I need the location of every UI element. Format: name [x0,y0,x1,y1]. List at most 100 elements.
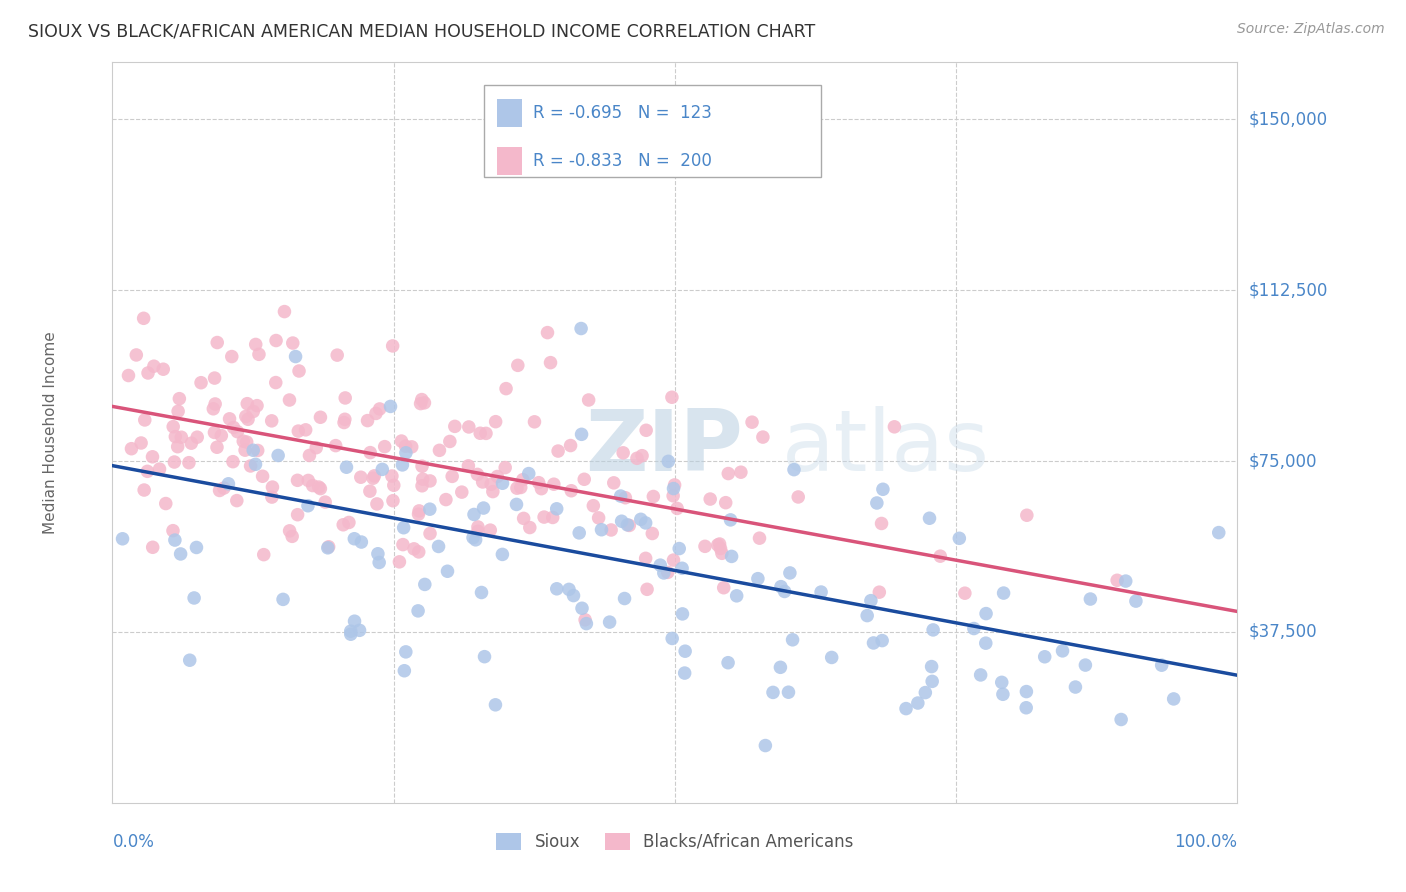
Point [297,499,319,513]
Point [747,572,769,586]
Point [443,419,465,434]
Point [381,469,404,483]
Point [762,685,785,699]
Point [464,533,486,547]
Point [335,391,357,405]
Point [479,477,502,491]
Point [364,406,387,420]
Point [337,516,360,530]
Point [209,428,232,442]
Point [391,458,413,472]
Point [325,439,347,453]
Point [163,455,186,469]
Point [636,582,658,597]
Point [309,482,332,496]
Point [148,462,170,476]
Point [546,582,568,596]
Point [202,401,225,416]
Text: $37,500: $37,500 [1249,623,1317,641]
Point [297,474,319,488]
Point [963,622,986,636]
Point [643,490,665,504]
Point [1015,700,1038,714]
Point [413,577,436,591]
Point [368,401,391,416]
Point [242,443,264,458]
Point [136,464,159,478]
Point [484,698,506,712]
Point [571,601,593,615]
Point [560,483,582,498]
Point [779,566,801,580]
Point [246,399,269,413]
Point [207,335,229,350]
Point [652,566,675,580]
Point [1033,649,1056,664]
Point [245,337,267,351]
Point [434,492,457,507]
Point [392,521,415,535]
Point [575,616,598,631]
Point [741,415,763,429]
Point [368,556,391,570]
Point [630,512,652,526]
Point [783,463,806,477]
Point [190,376,212,390]
Point [273,304,295,318]
Point [787,490,810,504]
Point [574,613,596,627]
Point [657,566,679,580]
Point [821,650,844,665]
Point [450,485,472,500]
Point [142,359,165,374]
Point [260,490,283,504]
Point [664,478,686,492]
Point [471,475,494,489]
Point [233,443,256,458]
Point [427,540,450,554]
Point [180,436,202,450]
Text: R = -0.833   N =  200: R = -0.833 N = 200 [533,152,711,169]
Point [868,585,890,599]
Point [974,607,997,621]
Point [284,350,307,364]
Point [866,496,889,510]
Point [856,608,879,623]
Point [401,440,423,454]
Point [232,434,254,449]
Point [441,469,464,483]
Point [457,420,479,434]
Point [245,458,267,472]
Point [1115,574,1137,588]
Point [278,392,301,407]
Point [922,623,945,637]
Point [395,645,418,659]
Point [205,440,228,454]
Point [467,467,489,482]
Point [486,469,509,483]
Point [862,636,884,650]
Point [301,478,323,492]
Point [673,644,696,658]
Point [350,535,373,549]
Point [506,359,529,373]
Point [125,348,148,362]
Point [226,425,249,439]
Point [599,615,621,629]
Point [281,336,304,351]
Point [569,321,592,335]
Point [713,581,735,595]
Point [343,614,366,628]
Point [472,501,495,516]
Point [374,440,396,454]
Point [717,467,740,481]
Point [1107,574,1129,588]
Point [641,526,664,541]
Point [155,497,177,511]
Point [408,545,430,559]
Point [262,480,284,494]
Point [409,396,432,410]
Point [1109,713,1132,727]
Point [707,538,730,552]
Point [517,467,540,481]
